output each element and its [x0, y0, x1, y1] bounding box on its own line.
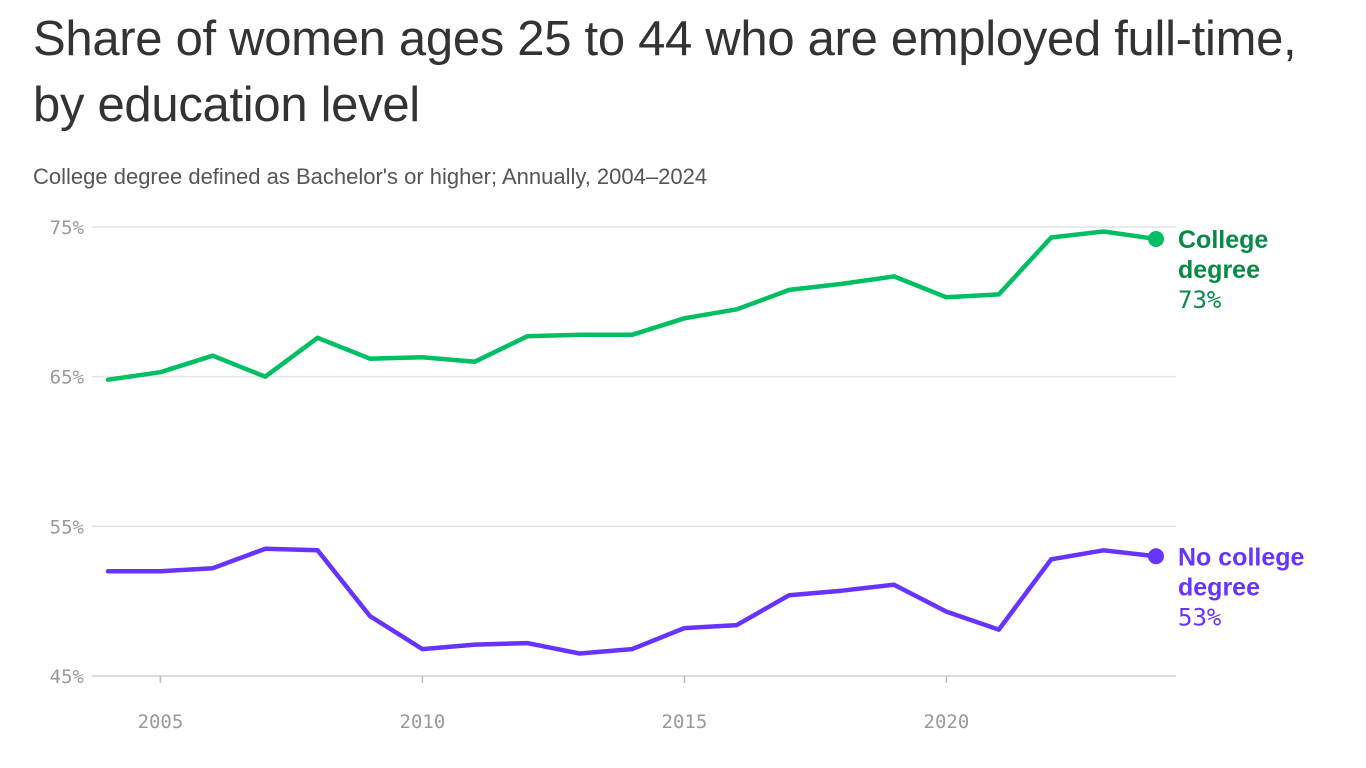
end-point-dot-college-degree: [1148, 230, 1164, 247]
series-line-college-degree: [105, 229, 1159, 382]
data-point-college-degree: [735, 307, 739, 311]
x-axis-ticks: 2005 2010 2015 2020: [138, 676, 970, 733]
data-point-no-college-degree: [577, 651, 581, 655]
series-label-no-college-degree: degree: [1178, 573, 1260, 601]
y-axis-ticks: 75% 65% 55% 45%: [50, 217, 85, 688]
data-point-no-college-degree: [211, 566, 215, 570]
y-tick-label: 65%: [50, 367, 85, 389]
data-point-no-college-degree: [682, 626, 686, 630]
data-point-college-degree: [211, 354, 215, 358]
data-point-college-degree: [997, 292, 1001, 296]
data-point-college-degree: [682, 316, 686, 320]
data-point-no-college-degree: [368, 614, 372, 618]
series-label-no-college-degree: No college: [1178, 543, 1305, 571]
data-point-college-degree: [525, 334, 529, 338]
data-point-no-college-degree: [263, 547, 267, 551]
data-point-no-college-degree: [315, 548, 319, 552]
data-point-no-college-degree: [735, 623, 739, 627]
series-end-value-college-degree: 73%: [1178, 286, 1222, 314]
chart-title: Share of women ages 25 to 44 who are emp…: [33, 12, 1297, 132]
y-tick-label: 55%: [50, 516, 85, 538]
data-point-no-college-degree: [944, 609, 948, 613]
data-point-college-degree: [263, 374, 267, 378]
data-point-no-college-degree: [892, 583, 896, 587]
data-point-college-degree: [787, 288, 791, 292]
x-tick-label: 2020: [924, 711, 970, 733]
data-point-college-degree: [892, 274, 896, 278]
series-label-college-degree: degree: [1178, 256, 1260, 284]
series-label-college-degree: College: [1178, 226, 1268, 254]
gridlines: [92, 226, 1176, 677]
data-point-college-degree: [473, 360, 477, 364]
data-point-no-college-degree: [420, 647, 424, 651]
end-point-dot-no-college-degree: [1148, 548, 1164, 565]
data-point-no-college-degree: [525, 641, 529, 645]
data-point-college-degree: [1101, 229, 1105, 233]
data-point-no-college-degree: [106, 569, 110, 573]
data-point-no-college-degree: [997, 627, 1001, 631]
x-tick-label: 2005: [138, 711, 184, 733]
data-point-college-degree: [839, 282, 843, 286]
series-lines: [105, 229, 1164, 656]
data-point-college-degree: [106, 377, 110, 381]
data-point-no-college-degree: [158, 569, 162, 573]
series-line-no-college-degree: [105, 546, 1159, 656]
y-tick-label: 45%: [50, 666, 85, 688]
data-point-no-college-degree: [1101, 548, 1105, 552]
data-point-college-degree: [315, 336, 319, 340]
data-point-college-degree: [368, 357, 372, 361]
data-point-no-college-degree: [839, 588, 843, 592]
data-point-college-degree: [944, 295, 948, 299]
chart-subtitle: College degree defined as Bachelor's or …: [33, 164, 708, 189]
data-point-college-degree: [630, 333, 634, 337]
data-point-no-college-degree: [630, 647, 634, 651]
x-tick-label: 2010: [400, 711, 446, 733]
data-point-college-degree: [158, 370, 162, 374]
data-point-no-college-degree: [1049, 557, 1053, 561]
series-end-value-no-college-degree: 53%: [1178, 603, 1222, 631]
y-tick-label: 75%: [50, 217, 85, 239]
data-point-college-degree: [420, 355, 424, 359]
data-point-no-college-degree: [787, 593, 791, 597]
data-point-college-degree: [1049, 235, 1053, 239]
data-point-no-college-degree: [473, 642, 477, 646]
x-tick-label: 2015: [662, 711, 708, 733]
data-point-college-degree: [577, 333, 581, 337]
